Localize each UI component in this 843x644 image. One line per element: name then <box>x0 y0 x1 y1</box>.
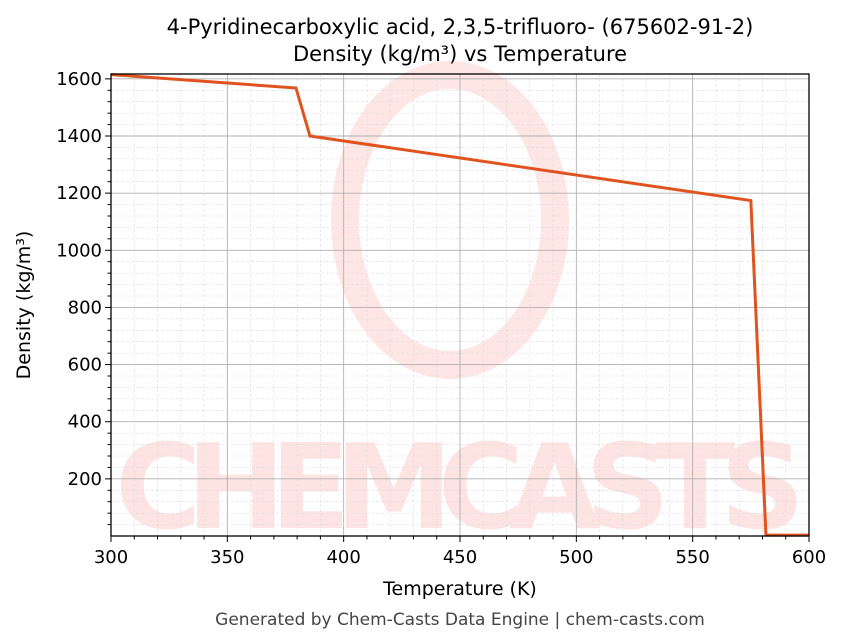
y-tick-label: 200 <box>68 469 102 490</box>
y-tick-label: 1000 <box>56 240 102 261</box>
y-tick-label: 1600 <box>56 69 102 90</box>
y-tick-label: 1400 <box>56 126 102 147</box>
y-axis-label: Density (kg/m³) <box>13 231 35 380</box>
y-tick-label: 1200 <box>56 183 102 204</box>
plot-frame <box>110 73 810 537</box>
density-series-line <box>110 73 809 537</box>
y-tick-label: 800 <box>68 297 102 318</box>
x-tick-label: 450 <box>443 547 477 568</box>
x-tick-label: 600 <box>792 547 826 568</box>
x-tick-label: 500 <box>559 547 593 568</box>
x-tick-label: 550 <box>675 547 709 568</box>
footer-credit: Generated by Chem-Casts Data Engine | ch… <box>215 610 705 630</box>
chart-subtitle: Density (kg/m³) vs Temperature <box>293 42 627 66</box>
y-tick-label: 400 <box>68 412 102 433</box>
x-tick-label: 350 <box>210 547 244 568</box>
x-axis-label: Temperature (K) <box>382 578 537 600</box>
y-tick-label: 600 <box>68 355 102 376</box>
x-tick-label: 400 <box>326 547 360 568</box>
x-tick-label: 300 <box>94 547 128 568</box>
chart-title: 4-Pyridinecarboxylic acid, 2,3,5-trifluo… <box>167 15 754 39</box>
